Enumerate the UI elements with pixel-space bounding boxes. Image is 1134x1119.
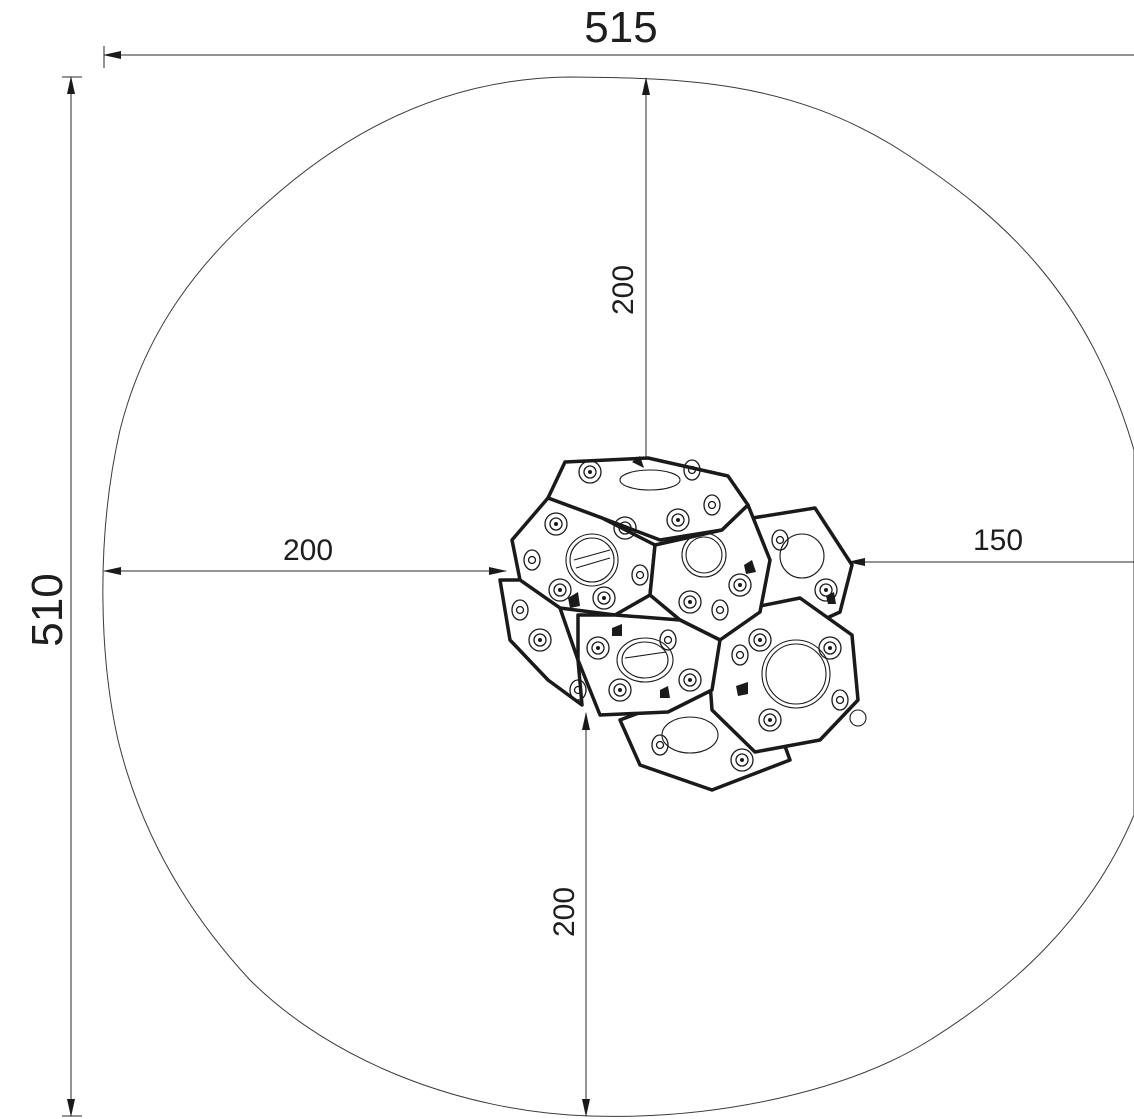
- overall-depth-label: 510: [23, 573, 72, 646]
- top-clearance-dimension: 200: [607, 77, 650, 462]
- right-clearance-label: 150: [973, 524, 1023, 557]
- right-clearance-dimension: 150: [847, 524, 1134, 566]
- bottom-clearance-dimension: 200: [548, 712, 590, 1117]
- climbing-structure-drawing: [498, 456, 867, 792]
- overall-width-dimension: 515: [103, 3, 1134, 68]
- top-clearance-label: 200: [607, 265, 640, 315]
- overall-depth-dimension: 510: [23, 76, 82, 1117]
- left-clearance-label: 200: [283, 534, 333, 567]
- overall-width-label: 515: [584, 3, 657, 52]
- safety-zone-outline: [102, 76, 1134, 1117]
- bottom-clearance-label: 200: [548, 887, 581, 937]
- left-clearance-dimension: 200: [103, 534, 507, 575]
